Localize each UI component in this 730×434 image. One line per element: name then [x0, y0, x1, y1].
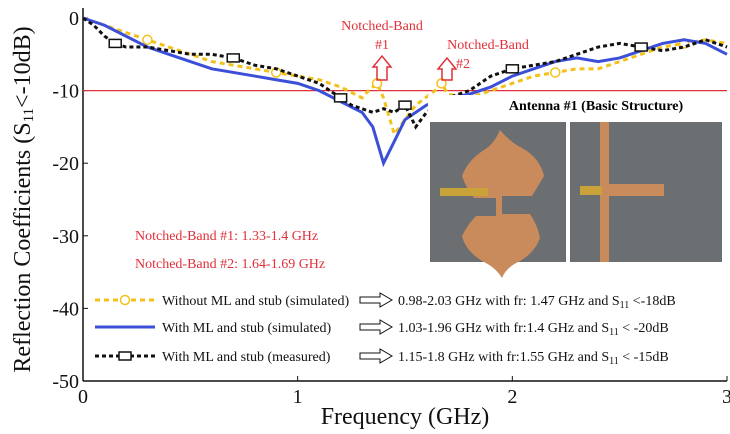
annotation: #2: [456, 57, 470, 72]
legend-label: Without ML and stub (simulated): [162, 294, 349, 309]
y-axis-label-part: <-10dB): [10, 26, 36, 108]
legend-range-part: <-18dB: [629, 294, 675, 309]
y-axis-label-part: 11: [21, 108, 37, 122]
ground-strip: [600, 122, 609, 262]
annotation-arrow: [436, 56, 458, 81]
legend-range-part: 1.03-1.96 GHz with fr:1.4 GHz and S: [398, 321, 609, 336]
legend-range-part: < -15dB: [619, 350, 669, 365]
connector: [440, 188, 488, 196]
legend-range-part: 11: [620, 300, 630, 311]
x-tick-label: 2: [507, 386, 517, 408]
series-line: [82, 16, 728, 168]
marker: [226, 53, 241, 63]
marker: [333, 93, 348, 103]
x-tick-label: 1: [293, 386, 303, 408]
legend-range-part: 1.15-1.8 GHz with fr:1.55 GHz and S: [398, 350, 609, 365]
annotation: #1: [375, 38, 389, 53]
note: Notched-Band #2: 1.64-1.69 GHz: [135, 257, 325, 272]
legend: Without ML and stub (simulated) 0.98-2.03…: [95, 292, 676, 367]
series-line: [82, 16, 728, 138]
legend-arrow: [359, 292, 393, 308]
marker: [398, 100, 412, 110]
y-axis-label: Reflection Coefficients (S11<-10dB): [10, 26, 37, 372]
y-tick-label: -20: [52, 153, 79, 175]
marker: [634, 42, 648, 52]
note: Notched-Band #1: 1.33-1.4 GHz: [135, 229, 318, 244]
x-tick-label: 0: [78, 386, 88, 408]
y-tick-label: 0: [69, 8, 79, 30]
series-line: [82, 16, 728, 130]
legend-range-part: 11: [609, 327, 619, 338]
y-tick-label: -10: [52, 81, 79, 103]
legend-marker: [118, 351, 132, 361]
legend-arrow: [359, 348, 393, 364]
stub: [606, 184, 664, 196]
legend-label: With ML and stub (simulated): [162, 321, 332, 336]
y-axis-label-part: Reflection Coefficients (S: [10, 122, 36, 372]
marker: [142, 34, 153, 46]
y-tick-label: -50: [52, 371, 79, 393]
annotation: Notched-Band: [341, 19, 423, 34]
annotation: Notched-Band: [447, 38, 529, 53]
connector: [580, 186, 602, 195]
marker: [505, 64, 520, 74]
legend-range: 1.15-1.8 GHz with fr:1.55 GHz and S11 < …: [398, 350, 669, 367]
legend-range: 1.03-1.96 GHz with fr:1.4 GHz and S11 < …: [398, 321, 669, 338]
legend-arrow: [359, 319, 393, 335]
inset-title: Antenna #1 (Basic Structure): [509, 99, 684, 114]
legend-range-part: 11: [609, 356, 619, 367]
x-axis-label: Frequency (GHz): [321, 404, 490, 430]
y-tick-label: -40: [52, 298, 79, 320]
y-tick-label: -30: [52, 226, 79, 248]
x-tick-label: 3: [722, 386, 730, 408]
legend-marker: [119, 294, 131, 306]
marker: [550, 67, 561, 78]
legend-range-part: 0.98-2.03 GHz with fr: 1.47 GHz and S: [398, 294, 620, 309]
legend-range: 0.98-2.03 GHz with fr: 1.47 GHz and S11 …: [398, 294, 676, 311]
legend-range-part: < -20dB: [619, 321, 669, 336]
annotation-arrow: [371, 54, 393, 81]
antenna-patch: [462, 130, 544, 278]
legend-label: With ML and stub (measured): [162, 350, 331, 365]
marker: [108, 38, 122, 49]
